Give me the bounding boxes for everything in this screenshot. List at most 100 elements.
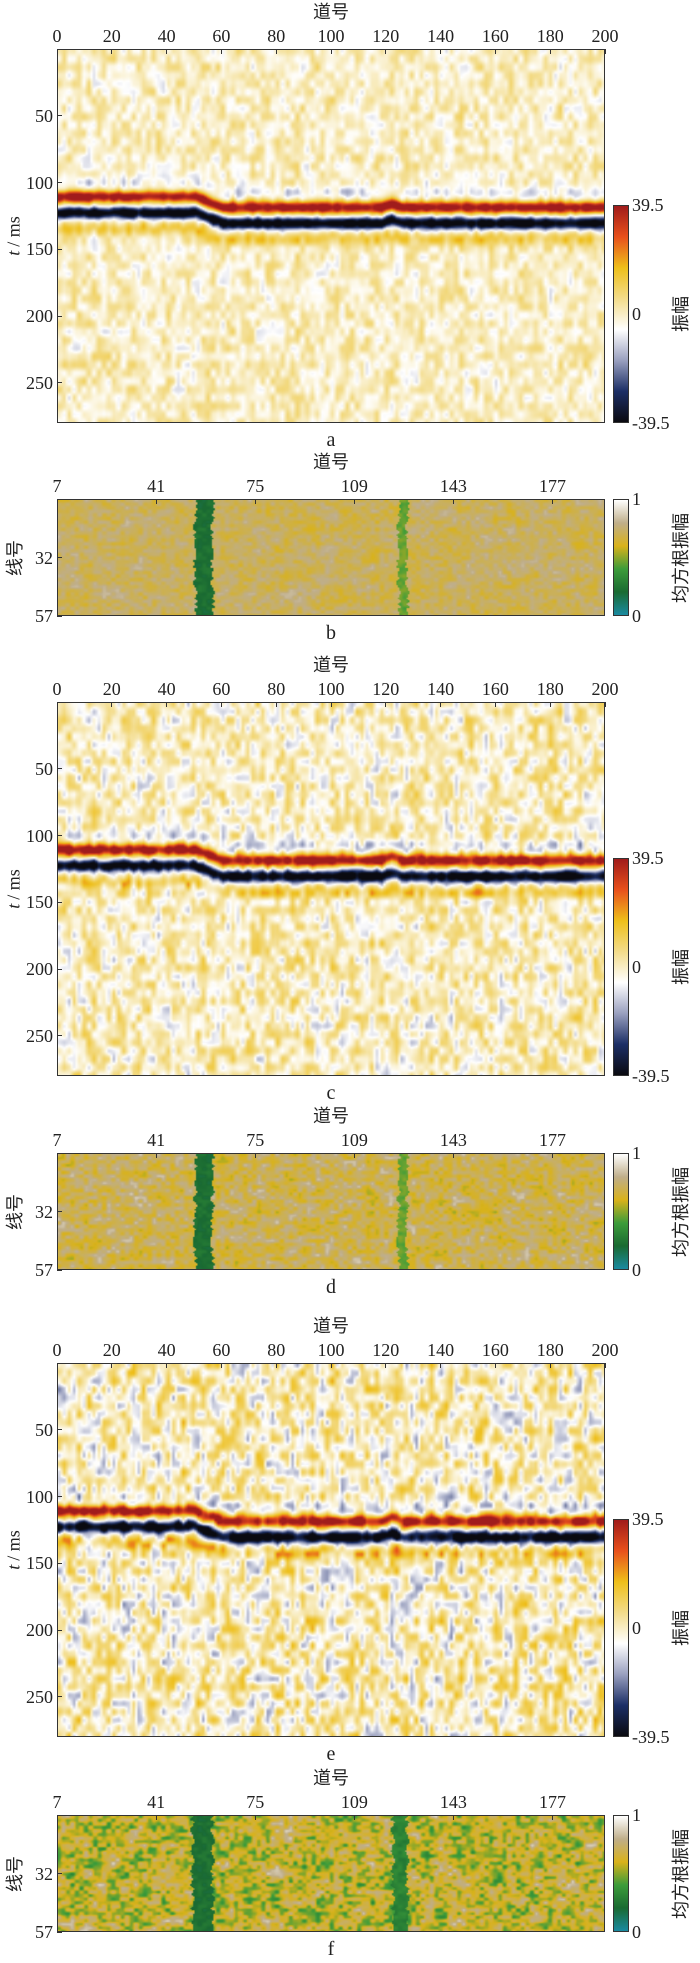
y-tick-mark (57, 182, 62, 184)
x-axis-title: 道号 (313, 655, 349, 675)
x-tick-label: 80 (267, 1340, 286, 1360)
x-tick-label: 20 (102, 1340, 121, 1360)
y-tick-label: 57 (35, 1260, 53, 1280)
x-tick-mark (494, 702, 496, 707)
x-tick-mark (56, 1153, 58, 1158)
colorbar-tick-label: 0 (632, 1618, 641, 1638)
colorbar (613, 858, 629, 1076)
y-tick-label: 200 (26, 959, 53, 980)
x-axis-title: 道号 (313, 1768, 349, 1788)
x-tick-mark (552, 1815, 554, 1820)
x-tick-label: 177 (539, 1130, 567, 1150)
x-tick-mark (220, 49, 222, 54)
y-tick-mark (57, 768, 62, 770)
seismic-section-e (57, 1363, 605, 1737)
x-tick-mark (452, 1153, 454, 1158)
colorbar-tick-label: 1 (632, 1805, 641, 1825)
rms-amplitude-map-d (57, 1153, 605, 1270)
y-tick-mark (57, 1629, 62, 1631)
x-tick-label: 75 (246, 476, 265, 496)
heatmap-canvas (58, 50, 604, 422)
x-tick-label: 41 (147, 1130, 166, 1150)
y-tick-mark (57, 557, 62, 558)
seismic-section-a (57, 49, 605, 423)
y-tick-mark (57, 1873, 62, 1874)
colorbar-tick-label: 1 (632, 1143, 641, 1163)
x-tick-mark (385, 1363, 387, 1368)
y-tick-mark (57, 901, 62, 903)
y-tick-mark (57, 1035, 62, 1037)
seismic-section-c (57, 702, 605, 1076)
y-tick-label: 32 (35, 1863, 53, 1884)
x-tick-mark (549, 49, 551, 54)
x-tick-mark (220, 1363, 222, 1368)
x-tick-mark (330, 49, 332, 54)
x-tick-label: 80 (267, 679, 286, 699)
colorbar-tick-label: 0 (632, 1260, 641, 1280)
x-tick-mark (385, 49, 387, 54)
x-tick-label: 109 (340, 476, 368, 496)
x-tick-mark (353, 499, 355, 504)
colorbar-tick-label: 39.5 (632, 195, 664, 215)
y-tick-mark (57, 1211, 62, 1212)
y-tick-mark (57, 115, 62, 117)
y-tick-label: 250 (26, 1025, 53, 1046)
y-tick-label: 50 (35, 1419, 53, 1440)
x-tick-label: 20 (102, 26, 121, 46)
x-tick-mark (155, 1153, 157, 1158)
colorbar-tick-label: 0 (632, 1922, 641, 1942)
colorbar (613, 499, 629, 616)
x-tick-label: 20 (102, 679, 121, 699)
colorbar (613, 1815, 629, 1932)
x-tick-mark (56, 499, 58, 504)
y-tick-mark (57, 615, 62, 617)
colorbar (613, 1519, 629, 1737)
y-tick-mark (57, 1496, 62, 1498)
colorbar-title: 振幅 (671, 949, 691, 985)
colorbar (613, 1153, 629, 1270)
x-tick-label: 41 (147, 476, 166, 496)
x-tick-mark (353, 1153, 355, 1158)
x-tick-label: 41 (147, 1792, 166, 1812)
x-tick-mark (275, 1363, 277, 1368)
colorbar-tick-label: -39.5 (632, 413, 670, 433)
colorbar (613, 205, 629, 423)
x-tick-mark (452, 1815, 454, 1820)
panel-label: c (326, 1082, 336, 1104)
panel-label: f (327, 1938, 335, 1960)
x-tick-mark (440, 702, 442, 707)
x-tick-label: 0 (52, 1340, 62, 1360)
x-tick-mark (330, 702, 332, 707)
x-tick-mark (604, 702, 606, 707)
y-tick-label: 50 (35, 758, 53, 779)
y-tick-label: 100 (26, 172, 53, 193)
x-axis-title: 道号 (313, 1106, 349, 1126)
y-tick-label: 50 (35, 105, 53, 126)
x-tick-mark (440, 49, 442, 54)
x-tick-label: 7 (52, 476, 62, 496)
heatmap-canvas (58, 1816, 604, 1931)
x-tick-mark (552, 499, 554, 504)
x-tick-mark (385, 702, 387, 707)
rms-amplitude-map-f (57, 1815, 605, 1932)
x-tick-mark (56, 702, 58, 707)
y-axis-unit: / ms (3, 216, 24, 247)
y-tick-mark (57, 1269, 62, 1271)
x-tick-mark (254, 499, 256, 504)
x-tick-mark (155, 1815, 157, 1820)
y-tick-label: 200 (26, 306, 53, 327)
rms-amplitude-map-b (57, 499, 605, 616)
x-tick-label: 143 (439, 476, 467, 496)
x-tick-mark (494, 1363, 496, 1368)
y-tick-mark (57, 1429, 62, 1431)
x-tick-label: 109 (340, 1130, 368, 1150)
y-tick-label: 150 (26, 892, 53, 913)
x-tick-mark (275, 49, 277, 54)
y-tick-label: 250 (26, 1686, 53, 1707)
x-tick-label: 143 (439, 1130, 467, 1150)
x-tick-mark (254, 1815, 256, 1820)
y-tick-label: 100 (26, 825, 53, 846)
y-axis-title: 线号 (5, 539, 25, 576)
x-tick-mark (155, 499, 157, 504)
heatmap-canvas (58, 703, 604, 1075)
